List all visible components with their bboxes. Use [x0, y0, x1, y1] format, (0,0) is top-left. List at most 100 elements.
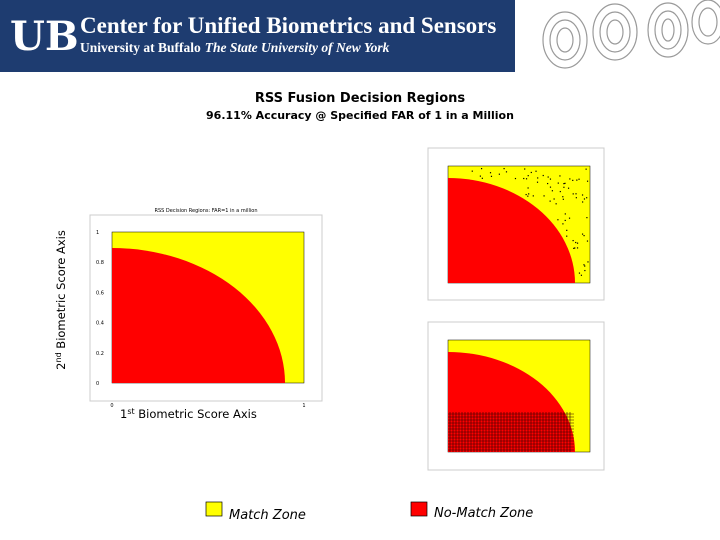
header-title: Center for Unified Biometrics and Sensor…	[80, 13, 496, 38]
no-match-region	[112, 248, 285, 383]
point	[584, 265, 586, 267]
point	[532, 195, 534, 197]
point	[586, 197, 588, 199]
point	[564, 182, 566, 184]
y-axis-label: 2nd Biometric Score Axis	[54, 230, 68, 370]
point	[479, 175, 481, 177]
point	[572, 193, 574, 195]
point	[527, 175, 529, 177]
point	[505, 171, 508, 173]
point	[564, 213, 566, 215]
sample-points	[448, 412, 574, 452]
x-tick-label: 0	[110, 403, 113, 409]
y-tick-label: 0.6	[96, 290, 104, 296]
y-axis-label-sup: nd	[54, 352, 63, 362]
point	[514, 177, 517, 180]
point	[490, 175, 493, 177]
y-axis-label-number: 2	[54, 363, 68, 370]
x-axis-label-sup: st	[127, 407, 134, 416]
point	[576, 179, 578, 181]
point	[471, 170, 473, 172]
point	[530, 171, 532, 174]
header-subtitle: University at Buffalo The State Universit…	[80, 40, 390, 55]
legend-swatch	[410, 501, 428, 517]
y-tick-label: 0.4	[96, 321, 104, 327]
point	[480, 168, 483, 170]
point	[547, 176, 549, 178]
point	[578, 178, 580, 180]
point	[551, 190, 553, 192]
point	[583, 264, 585, 266]
banner	[0, 0, 515, 72]
x-tick-label: 1	[302, 403, 305, 409]
sample-points	[471, 168, 589, 276]
point	[566, 235, 568, 237]
point	[583, 235, 585, 237]
point	[568, 217, 571, 219]
x-axis-label-number: 1	[120, 407, 127, 421]
point	[498, 173, 500, 175]
legend-swatch	[205, 501, 223, 517]
slide-title: RSS Fusion Decision Regions	[255, 91, 466, 106]
point	[557, 219, 559, 221]
point	[553, 198, 555, 200]
legend-label: Match Zone	[229, 508, 306, 523]
point	[562, 223, 564, 225]
plot-frame	[427, 321, 605, 471]
fingerprints	[542, 0, 720, 69]
point	[572, 239, 574, 242]
y-tick-label: 0.8	[96, 260, 104, 266]
point	[503, 168, 505, 170]
y-tick-label: 0.2	[96, 351, 104, 357]
point	[578, 272, 581, 274]
x-axis-label: 1st Biometric Score Axis	[120, 407, 257, 421]
point	[563, 186, 565, 188]
point	[481, 177, 483, 179]
point	[549, 186, 552, 188]
point	[574, 247, 576, 249]
header-subtitle-italic: The State University of New York	[205, 40, 390, 55]
y-tick-label: 1	[96, 230, 99, 236]
point	[536, 181, 539, 183]
point	[559, 175, 561, 177]
point	[559, 190, 561, 193]
point	[562, 196, 564, 198]
point	[586, 240, 589, 242]
point	[569, 178, 571, 180]
point	[489, 172, 492, 174]
point	[547, 182, 549, 185]
point	[542, 174, 544, 177]
plot-frame	[427, 147, 605, 301]
slide-subtitle: 96.11% Accuracy @ Specified FAR of 1 in …	[206, 109, 514, 122]
point	[562, 198, 564, 200]
point	[573, 247, 575, 249]
point	[584, 269, 586, 272]
point	[528, 193, 530, 195]
point	[583, 198, 586, 200]
x-axis-label-text: Biometric Score Axis	[135, 407, 257, 421]
point	[549, 178, 552, 180]
point	[566, 229, 568, 231]
plot-title: RSS Decision Regions: FAR=1 in a million	[154, 208, 257, 214]
point	[555, 203, 557, 205]
point	[564, 219, 566, 222]
header-subtitle-bold: University at Buffalo	[80, 40, 201, 55]
point	[524, 168, 526, 170]
y-ticks: 1 0.8 0.6 0.4 0.2 0	[96, 230, 104, 387]
y-axis-label-text: Biometric Score Axis	[54, 230, 68, 352]
point	[567, 187, 570, 189]
point	[580, 274, 583, 276]
y-tick-label: 0	[96, 381, 99, 387]
point	[525, 193, 527, 196]
point	[576, 242, 579, 244]
plot-frame	[89, 214, 323, 402]
point	[557, 182, 559, 184]
point	[525, 178, 528, 180]
point	[549, 200, 551, 202]
point	[572, 179, 574, 181]
no-match-region	[448, 178, 575, 283]
point	[575, 241, 577, 244]
point	[575, 193, 577, 195]
